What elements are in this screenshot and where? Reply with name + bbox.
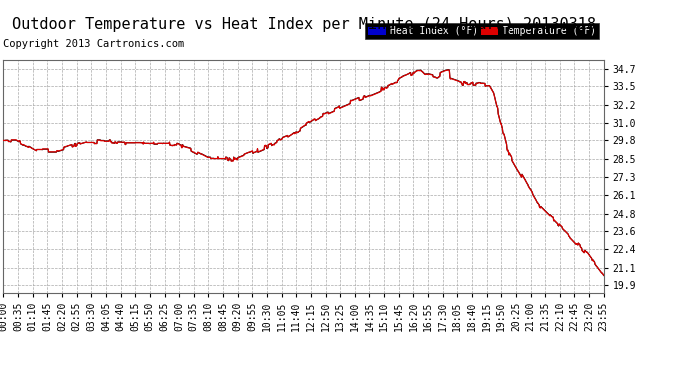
Text: Outdoor Temperature vs Heat Index per Minute (24 Hours) 20130318: Outdoor Temperature vs Heat Index per Mi… xyxy=(12,17,595,32)
Text: Copyright 2013 Cartronics.com: Copyright 2013 Cartronics.com xyxy=(3,39,185,50)
Legend: Heat Index (°F), Temperature (°F): Heat Index (°F), Temperature (°F) xyxy=(365,23,599,39)
